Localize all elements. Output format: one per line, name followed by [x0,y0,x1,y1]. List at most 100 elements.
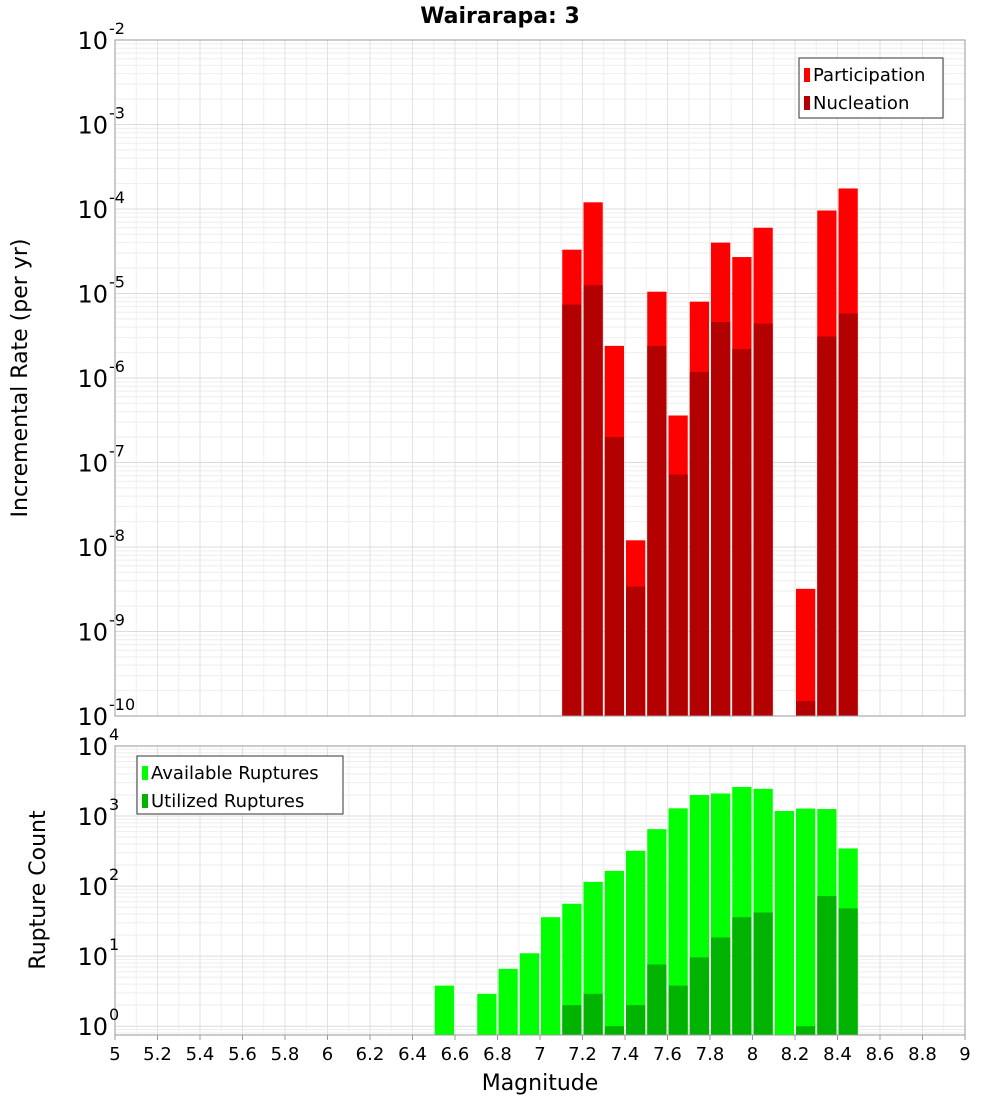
x-tick-label: 5.6 [228,1044,257,1065]
x-tick-label: 6.4 [398,1044,427,1065]
y-tick-exponent: -6 [109,357,125,376]
legend-box [798,57,944,119]
y-tick-exponent: 2 [109,865,119,884]
y-tick-label: 10 [77,450,108,478]
bar-available-ruptures [434,985,454,1035]
x-tick-label: 8.6 [866,1044,895,1065]
x-tick-label: 8.2 [781,1044,810,1065]
bar-nucleation [753,323,773,716]
chart-title: Wairarapa: 3 [420,4,580,29]
y-tick-exponent: -4 [109,188,125,207]
bar-utilized-ruptures [562,1005,582,1035]
x-tick-label: 5 [109,1044,120,1065]
plot-border [114,39,966,717]
legend-label: Participation [813,65,925,86]
bottom-panel: 10 010 110 210 310 45 5.2 5.4 5.6 5.8 6 6.2 6.4 6.6 6.… [77,725,970,1065]
bar-available-ruptures [562,903,582,1035]
x-tick-label: 6.6 [441,1044,470,1065]
bar-available-ruptures [796,808,816,1035]
y-tick-exponent: -3 [109,104,125,123]
bar-utilized-ruptures [668,985,688,1035]
y-tick-exponent: -10 [109,695,135,714]
bar-nucleation [838,313,858,716]
bottom-y-axis-label: Rupture Count [26,810,51,970]
legend-box [136,755,344,815]
y-tick-exponent: -2 [109,19,125,38]
bar-available-ruptures [626,850,646,1035]
bar-nucleation [711,321,731,716]
bar-available-ruptures [541,917,561,1035]
bar-utilized-ruptures [626,1005,646,1035]
y-tick-label: 10 [77,703,108,731]
x-tick-label: 7.4 [611,1044,640,1065]
y-tick-exponent: 1 [109,935,119,954]
y-tick-exponent: -7 [109,442,125,461]
bar-nucleation [796,701,816,716]
y-tick-label: 10 [77,534,108,562]
bar-utilized-ruptures [647,964,667,1035]
y-tick-exponent: 3 [109,795,119,814]
bar-available-ruptures [774,811,794,1035]
y-tick-label: 10 [77,619,108,647]
y-tick-label: 10 [77,943,108,971]
y-tick-label: 10 [77,196,108,224]
x-tick-label: 7.2 [568,1044,597,1065]
x-tick-label: 8.4 [823,1044,852,1065]
y-tick-label: 10 [77,281,108,309]
bar-nucleation [817,336,837,716]
legend-swatch [142,766,148,780]
x-tick-label: 8 [747,1044,758,1065]
bar-nucleation [689,371,709,716]
x-tick-label: 6.2 [356,1044,385,1065]
bar-utilized-ruptures [604,1026,624,1035]
legend-label: Nucleation [813,93,909,114]
bar-nucleation [562,304,582,716]
bar-utilized-ruptures [583,993,603,1035]
legend: Available Ruptures Utilized Ruptures [136,755,344,815]
legend-label: Utilized Ruptures [151,791,304,812]
legend-swatch [142,794,148,808]
y-tick-label: 10 [77,733,108,761]
bar-participation [796,588,816,716]
y-tick-label: 10 [77,27,108,55]
y-tick-label: 10 [77,873,108,901]
bar-utilized-ruptures [689,957,709,1035]
legend-label: Available Ruptures [151,763,319,784]
bar-nucleation [626,586,646,716]
x-axis-label: Magnitude [482,1071,599,1096]
legend-swatch [804,96,810,110]
bar-utilized-ruptures [711,937,731,1035]
y-tick-label: 10 [77,803,108,831]
x-tick-label: 5.4 [186,1044,215,1065]
y-tick-label: 10 [77,112,108,140]
y-tick-label: 10 [77,1013,108,1041]
legend-swatch [804,68,810,82]
bar-nucleation [732,349,752,716]
bar-nucleation [583,285,603,716]
x-tick-label: 7.6 [653,1044,682,1065]
bar-available-ruptures [477,993,497,1035]
x-tick-label: 5.8 [271,1044,300,1065]
x-tick-label: 9 [959,1044,970,1065]
x-tick-label: 6.8 [483,1044,512,1065]
y-tick-exponent: -9 [109,611,125,630]
bar-utilized-ruptures [796,1026,816,1035]
x-tick-label: 8.8 [908,1044,937,1065]
y-tick-exponent: -8 [109,526,125,545]
bar-available-ruptures [668,808,688,1035]
bar-available-ruptures [498,968,518,1035]
y-tick-exponent: 0 [109,1005,119,1024]
bar-nucleation [647,345,667,716]
bar-utilized-ruptures [732,917,752,1035]
bar-utilized-ruptures [817,896,837,1035]
x-tick-label: 7 [534,1044,545,1065]
bar-nucleation [604,437,624,716]
bar-utilized-ruptures [838,908,858,1035]
bar-available-ruptures [519,953,539,1035]
bar-utilized-ruptures [753,912,773,1035]
bar-nucleation [668,474,688,716]
x-tick-label: 6 [322,1044,333,1065]
